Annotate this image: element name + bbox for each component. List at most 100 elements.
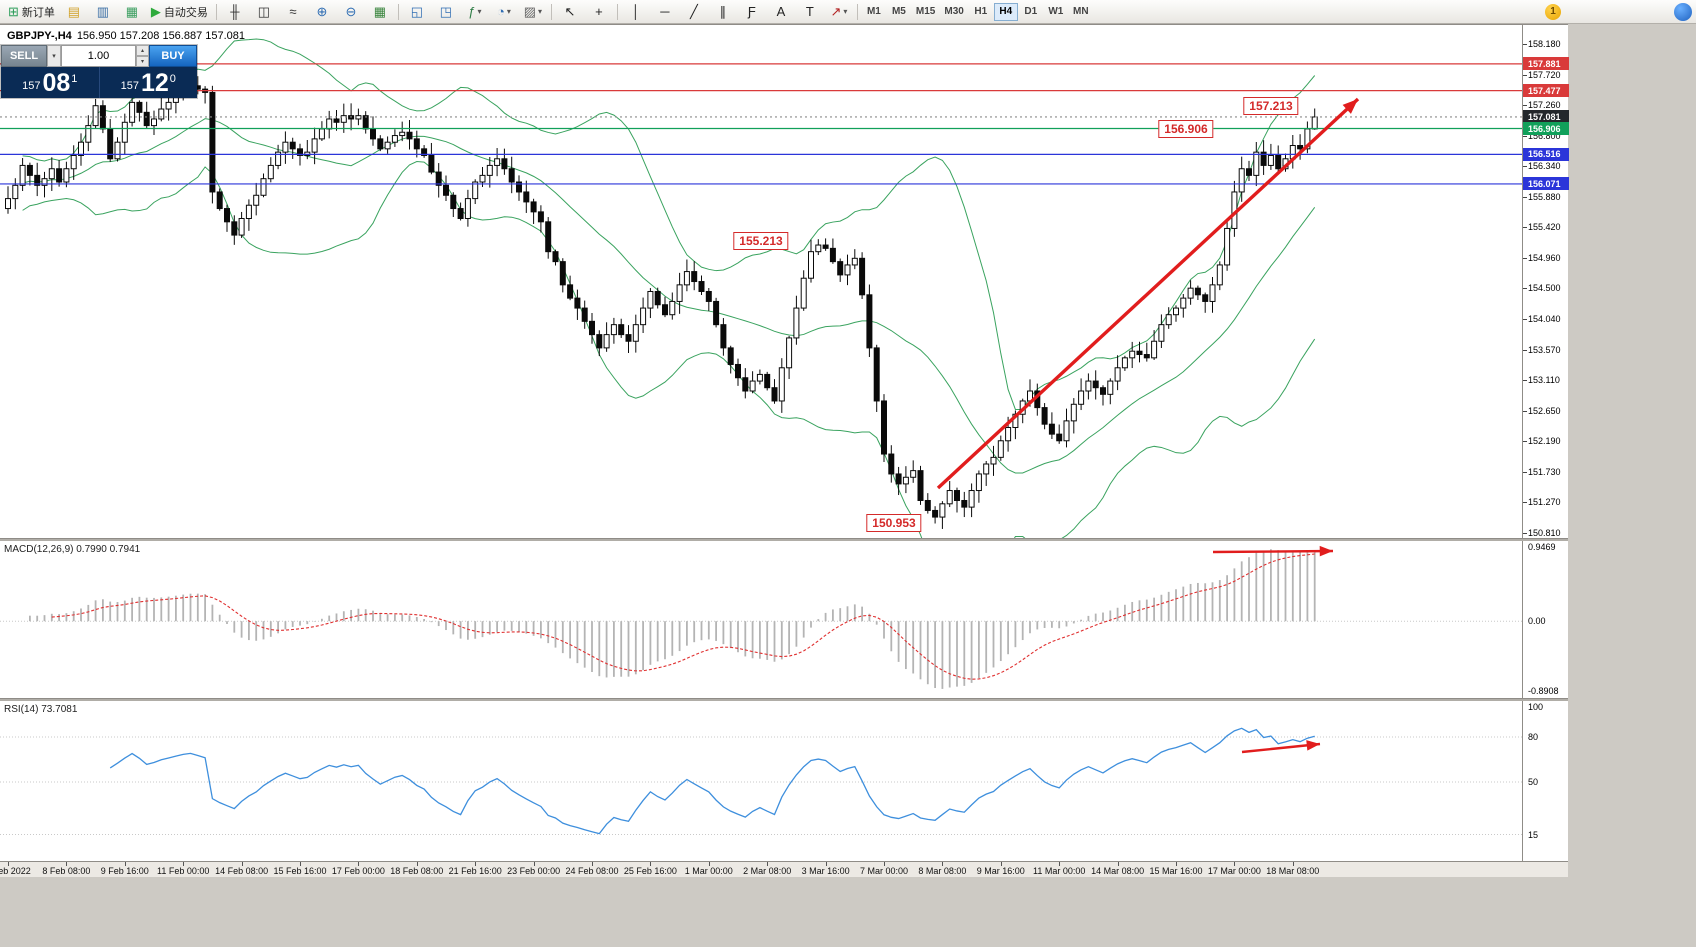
price-badge: 156.906 — [1523, 122, 1569, 136]
time-axis-label: 15 Mar 16:00 — [1149, 866, 1203, 876]
zoom-out-icon: ⊖ — [345, 4, 357, 19]
periods-button[interactable]: ◔ ▾ — [490, 1, 518, 23]
auto-scroll-button[interactable]: ◱ — [403, 1, 431, 23]
sell-price-display[interactable]: 157 08 1 — [1, 67, 99, 98]
macd-panel[interactable]: MACD(12,26,9) 0.7990 0.7941 — [0, 541, 1522, 698]
price-tick-label: 152.650 — [1528, 405, 1561, 416]
candlestick-chart[interactable] — [0, 25, 1522, 538]
tile-windows-icon: ▦ — [373, 4, 387, 19]
volume-input[interactable] — [61, 45, 136, 67]
price-tick-label: 151.270 — [1528, 497, 1561, 508]
fibonacci-button[interactable]: Ƒ — [738, 1, 766, 23]
panel-divider[interactable] — [0, 698, 1568, 701]
templates-button[interactable]: ▨ ▾ — [519, 1, 547, 23]
price-tick-label: 156.340 — [1528, 161, 1561, 172]
price-badge: 156.071 — [1523, 177, 1569, 191]
time-axis-label: 11 Mar 00:00 — [1033, 866, 1086, 876]
rsi-tick-label: 15 — [1528, 829, 1539, 840]
price-badge: 157.881 — [1523, 57, 1569, 71]
time-axis-tick — [124, 862, 126, 866]
buy-button[interactable]: BUY — [149, 45, 197, 67]
notifications-badge[interactable]: 1 — [1545, 3, 1561, 20]
axis-tick — [1523, 135, 1527, 137]
time-axis[interactable]: 7 Feb 2022 8 Feb 08:00 9 Feb 16:00 11 Feb 0… — [0, 861, 1568, 878]
timeframe-button-m5[interactable]: M5 — [891, 6, 906, 17]
time-axis-tick — [358, 862, 360, 866]
chart-shift-icon: ◳ — [439, 4, 453, 19]
axis-tick — [1523, 441, 1527, 443]
price-chart-panel[interactable]: GBPJPY-,H4 156.950 157.208 156.887 157.08… — [0, 25, 1522, 538]
toolbar-separator — [616, 3, 618, 20]
toolbar: ⊞ 新订单 ▤ ▥ ▦ ▶ 自动交易 ╫ ◫ ≈ ⊕ ⊖ ▦ ◱ ◳ ƒ ▾ ◔ ▾ ▨ ▾ ↖ + │ ─ ╱ ∥ Ƒ A T ↗ ▾ M1 M… — [0, 0, 1696, 24]
sell-button[interactable]: SELL — [1, 45, 47, 67]
price-axis[interactable]: 158.180 157.720 157.260 156.800 156.340 155.8… — [1522, 25, 1569, 861]
vertical-line-button[interactable]: │ — [622, 1, 650, 23]
buy-price-base: 157 — [120, 80, 139, 92]
chart-bars-button[interactable]: ╫ — [221, 1, 249, 23]
horizontal-line-button[interactable]: ─ — [651, 1, 679, 23]
new-order-button[interactable]: ⊞ 新订单 — [4, 1, 59, 23]
price-tick-label: 153.570 — [1528, 344, 1561, 355]
autotrading-button[interactable]: ▶ 自动交易 — [147, 1, 212, 23]
time-axis-tick — [708, 862, 710, 866]
text-button[interactable]: A — [767, 1, 795, 23]
chart-shift-button[interactable]: ◳ — [432, 1, 460, 23]
chart-line-button[interactable]: ≈ — [279, 1, 307, 23]
community-icon[interactable] — [1674, 2, 1692, 21]
channel-button[interactable]: ∥ — [709, 1, 737, 23]
volume-down-icon[interactable]: ▾ — [136, 56, 149, 67]
buy-price-display[interactable]: 157 12 0 — [98, 67, 198, 98]
volume-spinner[interactable]: ▴ ▾ — [136, 45, 149, 67]
panel-divider[interactable] — [0, 538, 1568, 541]
zoom-in-button[interactable]: ⊕ — [308, 1, 336, 23]
time-axis-tick — [1176, 862, 1177, 866]
sell-price-base: 157 — [22, 80, 41, 92]
axis-tick — [1523, 44, 1527, 45]
timeframe-button-d1[interactable]: D1 — [1024, 6, 1038, 17]
crosshair-button[interactable]: + — [585, 1, 613, 23]
timeframe-button-m1[interactable]: M1 — [866, 6, 881, 17]
price-annotation[interactable]: 150.953 — [866, 514, 922, 532]
chart-symbol-header: GBPJPY-,H4 156.950 157.208 156.887 157.08… — [7, 30, 245, 42]
zoom-out-button[interactable]: ⊖ — [337, 1, 365, 23]
chart-candles-button[interactable]: ◫ — [250, 1, 278, 23]
macd-label: MACD(12,26,9) 0.7990 0.7941 — [4, 544, 141, 555]
macd-plot[interactable] — [0, 541, 1522, 698]
price-tick-label: 155.880 — [1528, 191, 1561, 202]
price-annotation[interactable]: 157.213 — [1243, 97, 1299, 115]
cursor-button[interactable]: ↖ — [556, 1, 584, 23]
autotrading-button-label: 自动交易 — [163, 6, 208, 19]
timeframe-button-w1[interactable]: W1 — [1048, 6, 1064, 17]
terminal-button[interactable]: ▦ — [118, 1, 146, 23]
rsi-plot[interactable] — [0, 701, 1522, 861]
timeframe-button-m15[interactable]: M15 — [915, 6, 936, 17]
template-icon: ▨ — [523, 4, 537, 19]
volume-dropdown-button[interactable]: ▾ — [47, 45, 61, 67]
market-watch-button[interactable]: ▤ — [60, 1, 88, 23]
navigator-button[interactable]: ▥ — [89, 1, 117, 23]
price-annotation[interactable]: 155.213 — [733, 232, 789, 250]
arrows-button[interactable]: ↗ ▾ — [825, 1, 853, 23]
trendline-button[interactable]: ╱ — [680, 1, 708, 23]
rsi-panel[interactable]: RSI(14) 73.7081 — [0, 701, 1522, 861]
indicators-button[interactable]: ƒ ▾ — [461, 1, 489, 23]
rsi-label: RSI(14) 73.7081 — [4, 704, 78, 715]
time-axis-tick — [416, 862, 418, 866]
timeframe-button-h1[interactable]: H1 — [974, 6, 988, 17]
time-axis-tick — [1117, 862, 1119, 866]
time-axis-label: 18 Mar 08:00 — [1266, 866, 1320, 876]
price-annotation[interactable]: 156.906 — [1158, 120, 1214, 138]
workspace-background — [0, 877, 1568, 947]
tile-windows-button[interactable]: ▦ — [366, 1, 394, 23]
time-axis-tick — [1234, 862, 1236, 866]
buy-price-point: 0 — [169, 73, 176, 85]
label-icon: T — [805, 4, 814, 19]
timeframe-button-mn[interactable]: MN — [1073, 6, 1089, 17]
timeframe-button-m30[interactable]: M30 — [944, 6, 964, 17]
vertical-line-icon: │ — [631, 4, 640, 19]
price-badge: 156.516 — [1523, 147, 1569, 161]
label-button[interactable]: T — [796, 1, 824, 23]
volume-up-icon[interactable]: ▴ — [136, 45, 149, 56]
timeframe-button-h4[interactable]: H4 — [993, 2, 1018, 21]
time-axis-tick — [825, 862, 827, 866]
